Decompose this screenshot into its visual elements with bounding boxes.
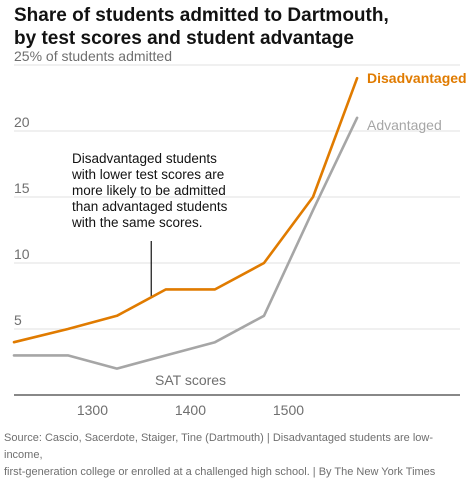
- series-lines: [12, 76, 359, 370]
- x-axis-label: SAT scores: [155, 372, 226, 388]
- source-footer: Source: Cascio, Sacerdote, Staiger, Tine…: [4, 430, 470, 481]
- chart-title-line-1: Share of students admitted to Dartmouth,: [14, 5, 389, 26]
- annotation-line-4: than advantaged students: [72, 199, 228, 214]
- chart-title-line-2: by test scores and student advantage: [14, 28, 354, 49]
- y-axis-tick-labels: 25% of students admitted 20 15 10 5: [14, 48, 172, 328]
- annotation-line-1: Disadvantaged students: [72, 151, 217, 166]
- annotation: Disadvantaged students with lower test sc…: [71, 151, 228, 298]
- series-labels: Disadvantaged Advantaged: [367, 70, 467, 133]
- annotation-text: Disadvantaged students with lower test sc…: [71, 151, 228, 230]
- source-line-2: first-generation college or enrolled at …: [4, 466, 436, 478]
- x-tick-label-1300: 1300: [77, 402, 108, 418]
- y-tick-label-5: 5: [14, 312, 22, 328]
- annotation-line-5: with the same scores.: [71, 215, 203, 230]
- annotation-line-3: more likely to be admitted: [72, 183, 226, 198]
- series-line-disadvantaged: [12, 76, 359, 344]
- y-tick-label-25: 25% of students admitted: [14, 48, 172, 64]
- x-tick-label-1500: 1500: [273, 402, 304, 418]
- x-tick-label-1400: 1400: [175, 402, 206, 418]
- source-line-1: Source: Cascio, Sacerdote, Staiger, Tine…: [4, 432, 434, 461]
- series-line-advantaged: [12, 116, 359, 370]
- series-label-disadvantaged: Disadvantaged: [367, 70, 467, 86]
- chart-title: Share of students admitted to Dartmouth,…: [14, 4, 464, 50]
- series-label-advantaged: Advantaged: [367, 117, 442, 133]
- line-chart: 25% of students admitted 20 15 10 5 1300 1400…: [12, 48, 467, 418]
- y-tick-label-10: 10: [14, 246, 30, 262]
- x-axis-tick-labels: 1300 1400 1500: [77, 402, 304, 418]
- y-tick-label-15: 15: [14, 180, 30, 196]
- y-tick-label-20: 20: [14, 114, 30, 130]
- annotation-line-2: with lower test scores are: [71, 167, 224, 182]
